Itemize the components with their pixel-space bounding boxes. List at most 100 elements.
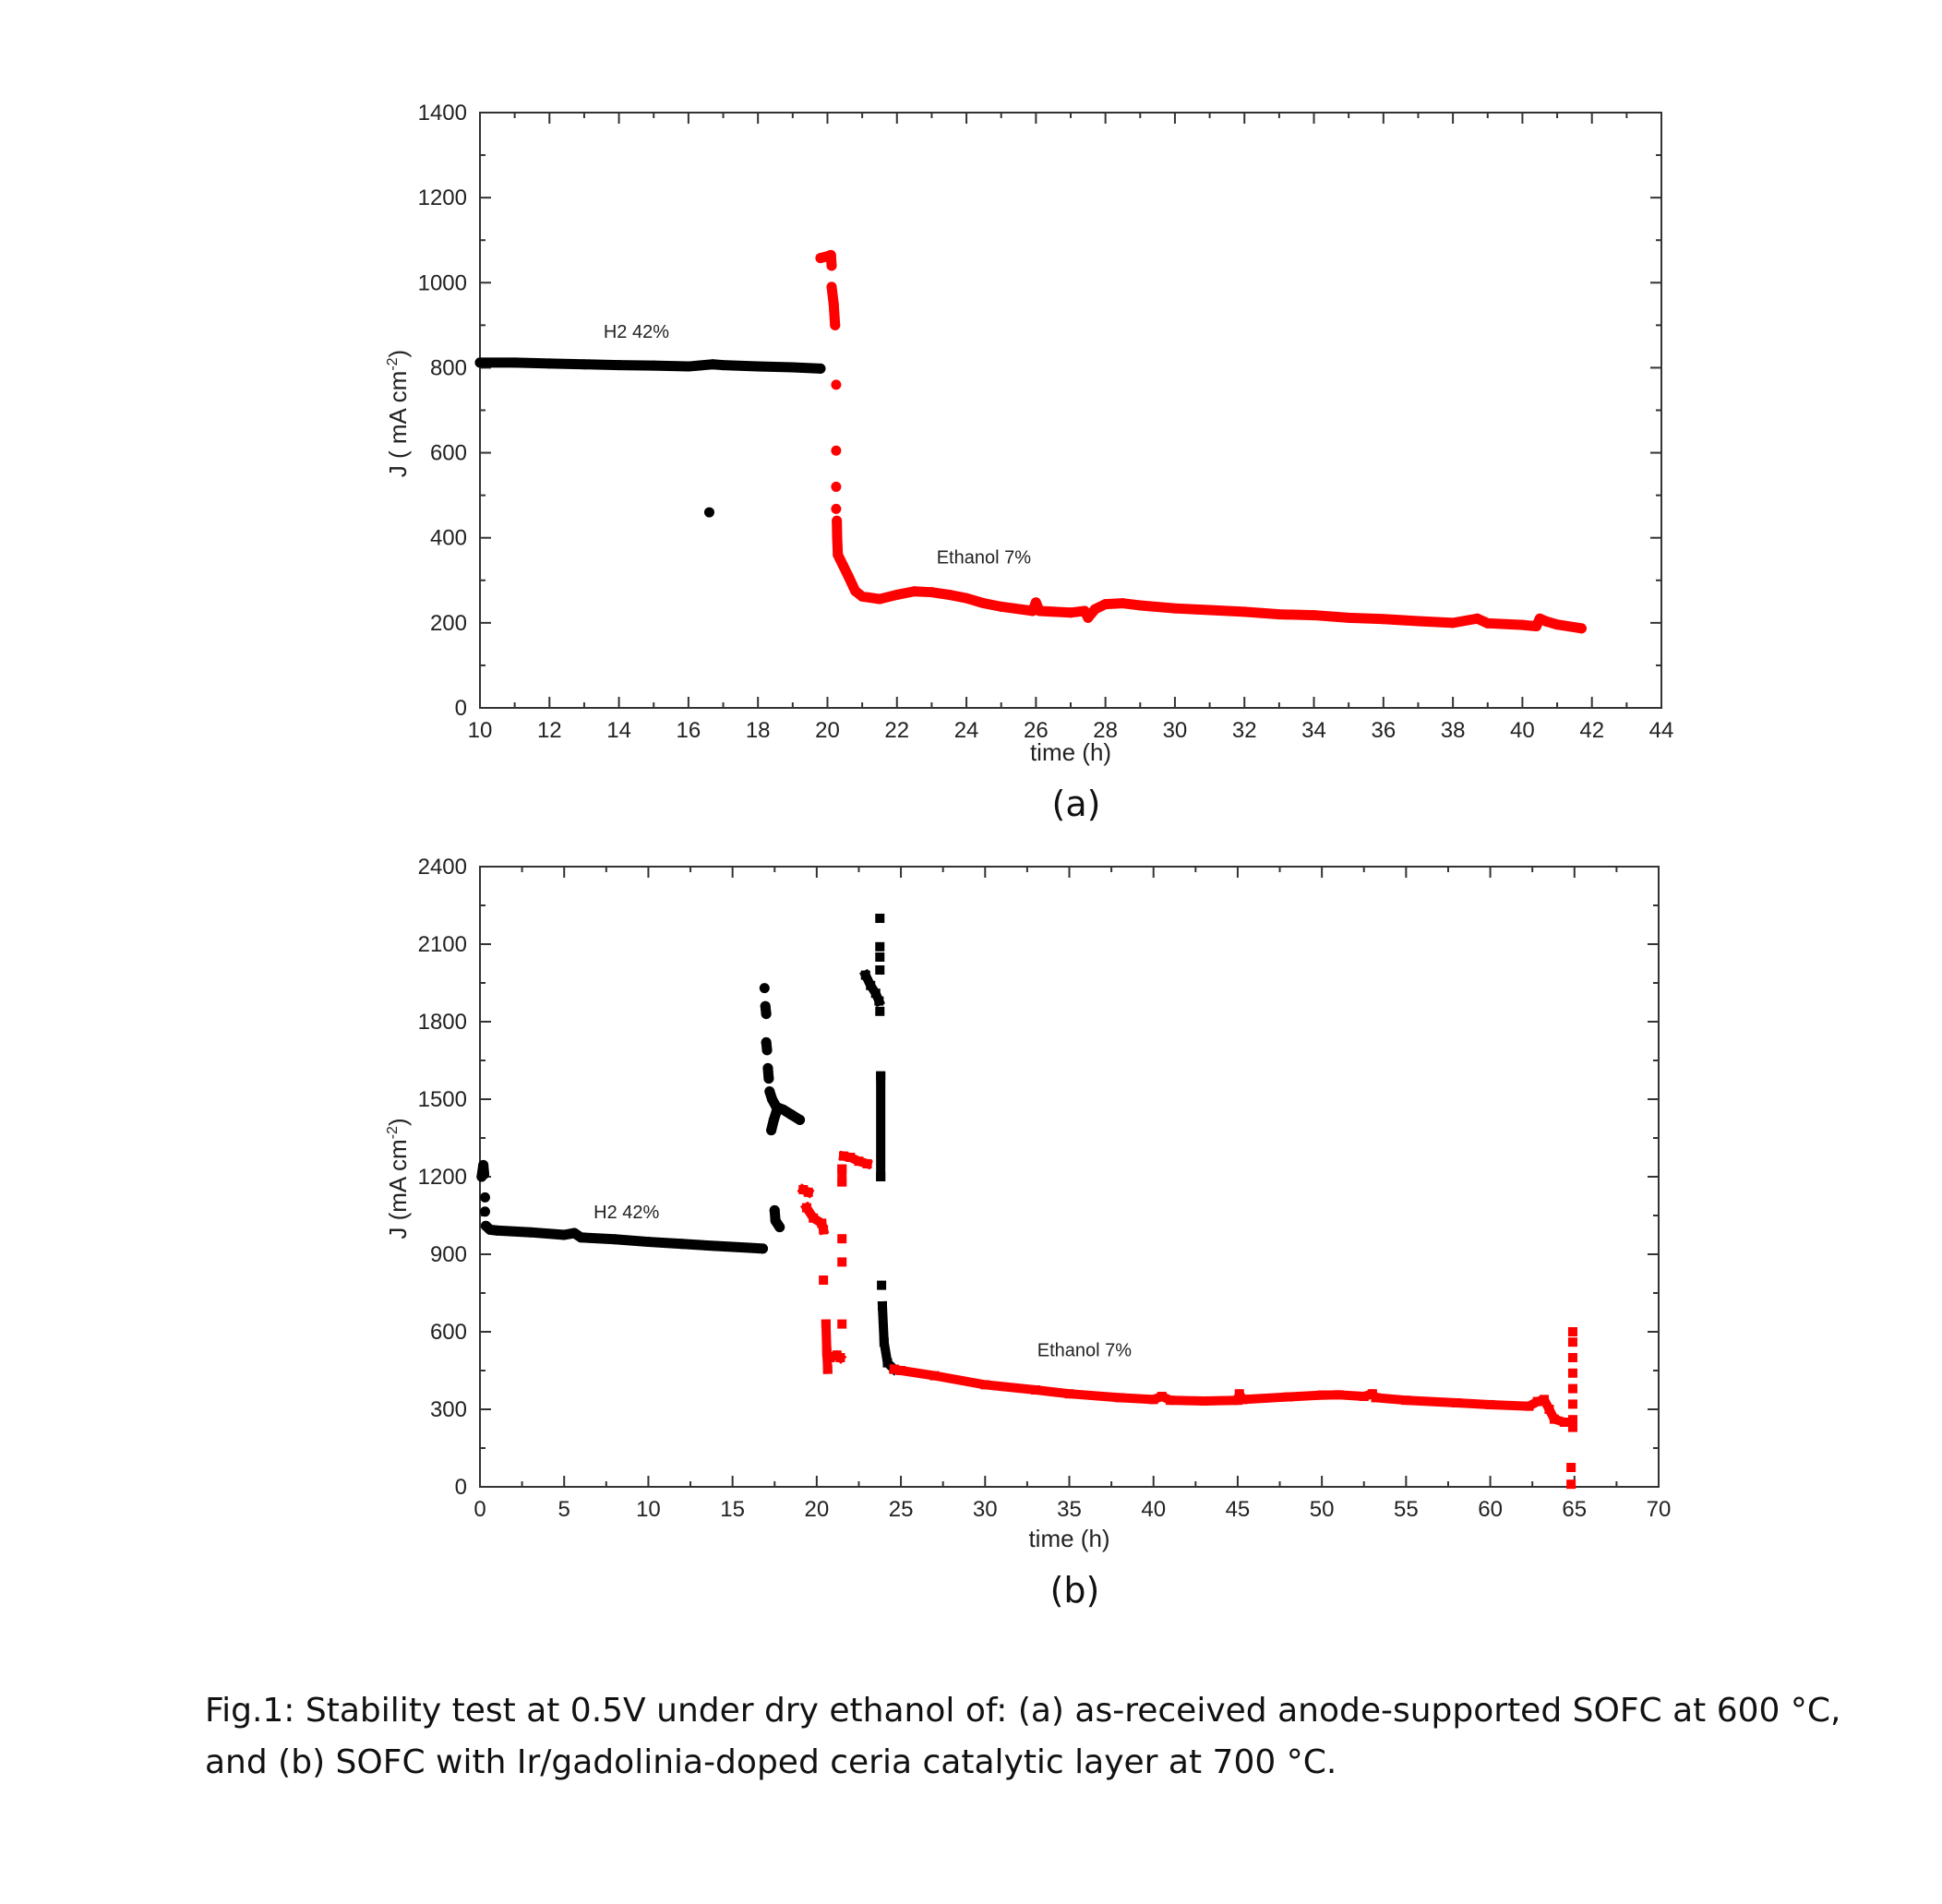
data-point (1027, 605, 1038, 617)
data-point (744, 1242, 755, 1253)
y-axis-label-main: J ( mA cm (384, 371, 412, 478)
y-axis-label-end: ) (384, 350, 412, 358)
data-point (683, 361, 694, 372)
data-point (768, 1114, 779, 1125)
y-tick-label: 300 (430, 1397, 467, 1422)
data-point (1544, 1405, 1554, 1414)
data-point (1530, 621, 1541, 632)
data-point (857, 591, 868, 602)
data-point (1516, 619, 1528, 630)
data-trace (888, 1363, 1576, 1427)
y-axis-label-end: ) (384, 1118, 412, 1126)
data-point (1485, 1399, 1495, 1409)
data-point (1539, 1395, 1549, 1405)
data-point (1412, 616, 1423, 627)
data-point (1115, 1393, 1125, 1403)
data-point (833, 549, 844, 560)
data-point (996, 601, 1007, 612)
data-point (961, 593, 972, 604)
x-tick-label: 18 (746, 718, 771, 743)
data-point (831, 503, 842, 514)
y-tick-label: 600 (430, 441, 467, 466)
data-point (835, 1353, 845, 1362)
data-point (876, 1172, 886, 1181)
x-tick-label: 0 (474, 1497, 486, 1522)
x-tick-label: 10 (468, 718, 493, 743)
data-point (809, 1213, 819, 1223)
data-point (642, 1237, 653, 1248)
x-tick-label: 34 (1301, 718, 1326, 743)
data-point (803, 1187, 813, 1197)
data-point (795, 1114, 806, 1125)
x-tick-label: 12 (537, 718, 562, 743)
data-point (761, 1036, 772, 1048)
data-point (909, 586, 920, 597)
data-point (1199, 1396, 1209, 1407)
data-point (798, 1185, 809, 1194)
y-tick-label: 1800 (418, 1010, 467, 1035)
annotation-label: Ethanol 7% (1037, 1341, 1133, 1361)
data-point (875, 1006, 885, 1016)
data-point (929, 1371, 940, 1381)
data-point (757, 1243, 768, 1254)
y-tick-label: 1200 (418, 186, 467, 210)
data-point (1274, 609, 1285, 620)
data-point (769, 1204, 780, 1215)
data-point (771, 1107, 782, 1118)
series-0 (474, 357, 826, 518)
data-point (878, 1301, 888, 1311)
data-point (1031, 1385, 1041, 1395)
data-point (558, 1229, 569, 1240)
data-point (764, 1086, 775, 1097)
data-point (889, 1364, 899, 1374)
data-point (1083, 612, 1094, 623)
data-point (875, 965, 885, 975)
data-point (1239, 606, 1250, 617)
y-tick-label: 900 (430, 1242, 467, 1267)
data-point (1541, 616, 1552, 627)
x-tick-label: 35 (1057, 1497, 1082, 1522)
y-tick-label: 1500 (418, 1087, 467, 1112)
data-point (1238, 1395, 1248, 1405)
panel-label: (a) (1052, 784, 1101, 824)
x-tick-label: 15 (720, 1497, 745, 1522)
x-tick-label: 16 (677, 718, 701, 743)
x-tick-label: 44 (1649, 718, 1674, 743)
data-point (825, 249, 836, 260)
data-point (876, 1071, 886, 1081)
data-point (575, 1232, 586, 1243)
x-tick-label: 14 (606, 718, 631, 743)
data-point (1559, 1418, 1569, 1427)
x-tick-label: 30 (973, 1497, 998, 1522)
data-point (892, 589, 903, 600)
data-point (826, 281, 837, 293)
data-point (474, 357, 486, 368)
data-point (762, 1062, 773, 1073)
data-point (1447, 617, 1458, 629)
data-point (1401, 1395, 1411, 1406)
data-point (1030, 597, 1041, 608)
data-point (544, 358, 555, 369)
data-point (845, 1153, 856, 1162)
y-tick-label: 2100 (418, 932, 467, 957)
data-point (819, 1275, 829, 1285)
data-point (1471, 613, 1482, 624)
series-2 (797, 1150, 1577, 1490)
x-axis-label: time (h) (1030, 738, 1111, 766)
data-point (825, 1353, 835, 1362)
data-point (1566, 1463, 1576, 1472)
data-point (766, 1125, 777, 1136)
x-tick-label: 30 (1163, 718, 1188, 743)
x-tick-label: 22 (884, 718, 909, 743)
data-point (509, 357, 521, 368)
data-point (875, 952, 885, 962)
x-tick-label: 70 (1647, 1497, 1672, 1522)
chart-a: 10 12 14 16 18 20 22 24 26 28 30 32 34 36 38 40 42 44 0 200… (384, 101, 1673, 824)
y-tick-label: 0 (455, 696, 467, 721)
data-point (1117, 598, 1128, 609)
annotation-label: H2 42% (593, 1203, 659, 1223)
data-point (1169, 603, 1181, 614)
data-point (1343, 612, 1354, 623)
data-point (870, 988, 881, 999)
data-point (828, 298, 839, 309)
